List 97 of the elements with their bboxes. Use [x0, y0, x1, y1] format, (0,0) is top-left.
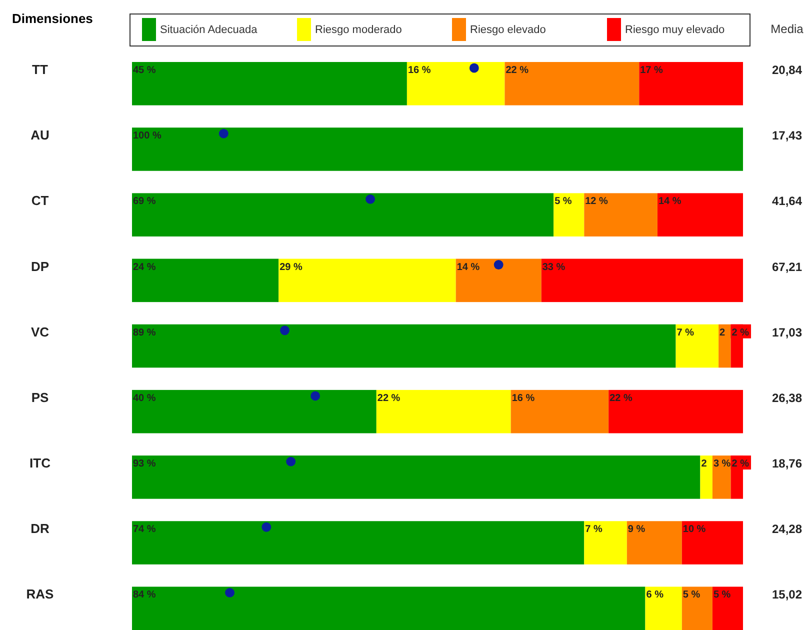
data-label: 2 [720, 327, 726, 338]
bar [554, 193, 584, 236]
bar [132, 258, 279, 302]
data-label: 5 % [713, 590, 731, 601]
y2-tick-label: 20,84 [772, 63, 802, 77]
y-tick-label: AU [30, 128, 50, 143]
y2-tick-label: 18,76 [772, 456, 802, 471]
y-tick-label: VC [30, 324, 50, 340]
data-label: 45 % [133, 65, 156, 76]
data-label: 93 % [133, 458, 156, 470]
y-tick-label: ITC [30, 456, 52, 471]
point [494, 260, 504, 270]
data-label: 22 % [377, 392, 400, 404]
data-label: 3 % [713, 458, 731, 470]
y-tick-label: RAS [26, 586, 54, 602]
y2-tick-label: 17,03 [772, 325, 802, 340]
y2-tick-label: 26,38 [772, 390, 802, 405]
bar [132, 62, 407, 106]
y2-tick-label: 15,02 [772, 588, 802, 602]
data-label: 5 % [554, 196, 572, 208]
y-axis-title: Dimensiones [12, 11, 93, 26]
data-label: 2 % [732, 458, 750, 470]
bar [376, 390, 511, 434]
y-tick-label: CT [31, 193, 49, 208]
point [366, 194, 376, 204]
bar [676, 324, 719, 368]
data-label: 7 % [585, 524, 602, 536]
data-label: 22 % [610, 392, 632, 404]
data-label: 14 % [456, 262, 480, 273]
legend-label: Riesgo moderado [315, 24, 402, 36]
y-tick-label: PS [31, 390, 49, 405]
data-label: 100 % [133, 130, 162, 142]
legend-label: Situación Adecuada [160, 24, 258, 36]
bar [132, 193, 554, 236]
bar [682, 521, 743, 564]
point [262, 522, 272, 532]
bar [584, 193, 658, 236]
data-label: 6 % [646, 590, 664, 601]
y-tick-label: DP [30, 258, 50, 274]
data-label: 7 % [676, 327, 694, 338]
point [225, 588, 234, 598]
bar [406, 62, 505, 106]
data-label: 84 % [133, 590, 156, 601]
data-label: 33 % [542, 262, 566, 273]
bar [657, 193, 743, 236]
point [310, 391, 320, 401]
bar [510, 390, 609, 434]
data-label: 16 % [512, 392, 535, 404]
y-tick-label: TT [32, 62, 48, 77]
data-label: 16 % [408, 65, 431, 76]
data-label: 74 % [133, 524, 156, 536]
y2-tick-label: 41,64 [772, 194, 802, 208]
bar [682, 586, 712, 630]
bar [608, 390, 743, 434]
y2-tick-label: 67,21 [772, 260, 802, 274]
bar [712, 456, 731, 499]
bar [132, 521, 584, 564]
bar [278, 258, 456, 302]
bar [541, 258, 743, 302]
bar [639, 62, 743, 106]
data-label: 22 % [506, 65, 529, 76]
bar [132, 586, 646, 630]
bar [132, 324, 676, 368]
y2-tick-label: 24,28 [772, 522, 802, 536]
point [286, 456, 296, 466]
bar [504, 62, 640, 106]
data-label: 12 % [585, 196, 608, 208]
data-label: 69 % [133, 196, 156, 208]
data-label: 5 % [682, 590, 700, 601]
y2-tick-label: 17,43 [772, 128, 802, 143]
data-label: 2 [701, 458, 708, 470]
bar [700, 456, 712, 499]
bar [718, 324, 731, 368]
legend-label: Riesgo muy elevado [625, 24, 725, 36]
point [280, 326, 290, 336]
bar [132, 456, 700, 499]
data-label: 10 % [682, 524, 706, 536]
data-label: 9 % [628, 524, 646, 536]
data-label: 89 % [133, 327, 156, 338]
bar [712, 586, 743, 630]
point [218, 128, 228, 138]
bar [626, 521, 682, 564]
y-tick-label: DR [30, 521, 50, 536]
bar [456, 258, 542, 302]
data-label: 40 % [133, 392, 156, 404]
data-label: 29 % [280, 262, 303, 273]
data-label: 17 % [640, 65, 664, 76]
bar [132, 390, 376, 434]
data-label: 24 % [133, 262, 156, 273]
point [469, 63, 479, 73]
data-label: 14 % [658, 196, 682, 208]
bar [584, 521, 627, 564]
bar [132, 128, 743, 171]
y2-axis-title: Media [770, 22, 804, 36]
bar [645, 586, 682, 630]
data-label: 2 % [732, 327, 750, 338]
legend-label: Riesgo elevado [470, 24, 546, 36]
